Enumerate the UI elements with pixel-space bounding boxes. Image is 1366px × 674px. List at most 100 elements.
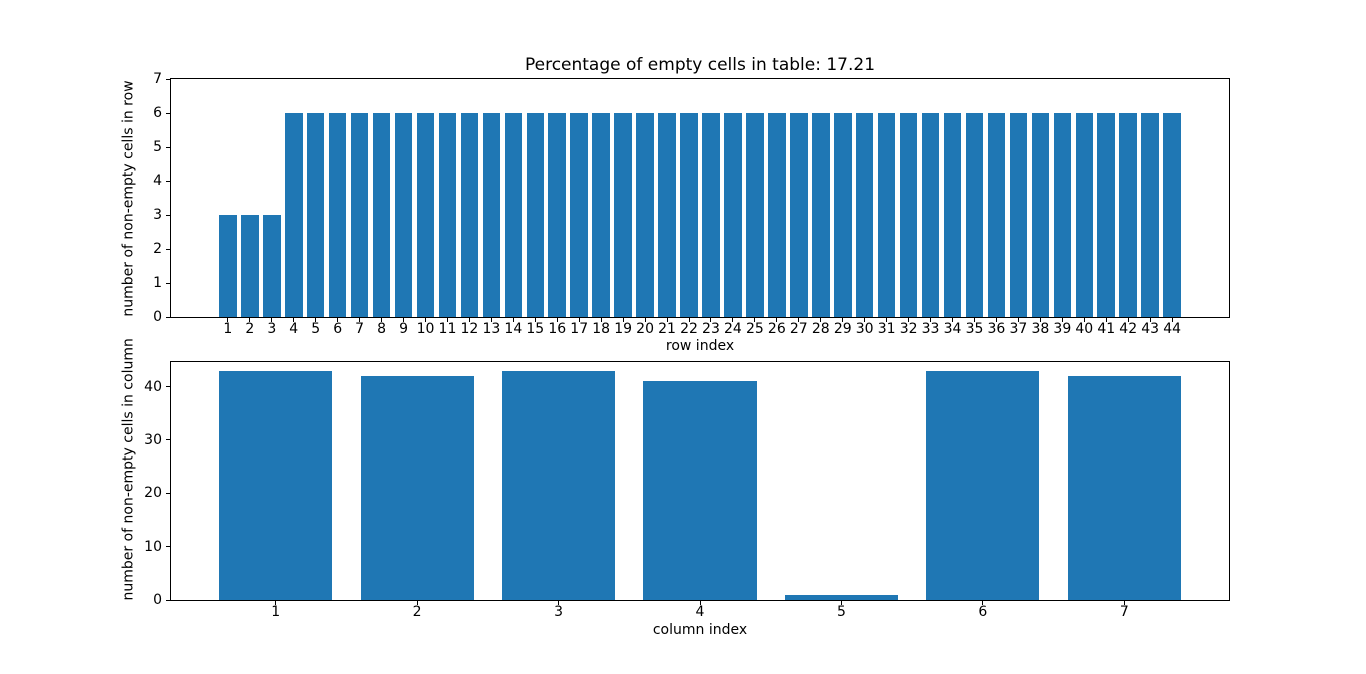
x-tick-label: 15 <box>526 321 545 337</box>
bar-30 <box>855 113 874 317</box>
bar-42 <box>1119 113 1137 317</box>
y-tick-label: 40 <box>144 378 162 395</box>
x-tick-label: 4 <box>289 321 299 337</box>
y-tick-label: 4 <box>153 173 162 189</box>
y-tick-mark <box>166 146 170 148</box>
x-tick-mark <box>293 318 295 322</box>
y-tick-mark <box>166 214 170 216</box>
y-tick-label: 2 <box>153 241 162 257</box>
x-tick-mark <box>666 318 668 322</box>
x-tick-mark <box>973 318 975 322</box>
x-tick-mark <box>754 318 756 322</box>
x-tick-mark <box>1061 318 1063 322</box>
y-tick-label: 7 <box>153 71 162 87</box>
x-tick-label: 29 <box>833 321 852 337</box>
y-tick-mark <box>166 180 170 182</box>
x-tick-label: 44 <box>1163 321 1182 337</box>
x-tick-mark <box>982 601 984 605</box>
bar-13 <box>482 113 501 317</box>
y-tick-label: 0 <box>153 592 162 608</box>
x-tick-label: 14 <box>504 321 523 337</box>
bar-37 <box>1009 113 1028 317</box>
x-tick-mark <box>995 318 997 322</box>
x-tick-mark <box>359 318 361 322</box>
x-tick-mark <box>622 318 624 322</box>
x-tick-label: 35 <box>965 321 984 337</box>
x-tick-label: 28 <box>811 321 830 337</box>
x-tick-mark <box>952 318 954 322</box>
x-tick-label: 20 <box>636 321 655 337</box>
bar-27 <box>790 113 808 317</box>
x-tick-mark <box>699 601 701 605</box>
bar-21 <box>658 113 676 317</box>
x-tick-label: 41 <box>1097 321 1116 337</box>
x-tick-mark <box>1149 318 1151 322</box>
column-chart-x-axis-label: column index <box>652 622 748 638</box>
bar-31 <box>877 113 896 317</box>
x-tick-mark <box>416 601 418 605</box>
bar-18 <box>592 113 610 317</box>
bar-17 <box>570 113 588 317</box>
x-tick-label: 2 <box>245 321 255 337</box>
bar-3 <box>263 215 281 317</box>
bar-25 <box>746 113 764 317</box>
x-tick-mark <box>468 318 470 322</box>
bar-41 <box>1097 113 1116 317</box>
x-tick-label: 21 <box>658 321 676 337</box>
x-tick-label: 37 <box>1009 321 1028 337</box>
bar-6 <box>926 370 1040 600</box>
x-tick-label: 38 <box>1031 321 1050 337</box>
y-tick-label: 30 <box>144 431 162 448</box>
bar-22 <box>680 113 698 317</box>
bar-7 <box>1067 375 1181 600</box>
x-tick-label: 34 <box>943 321 962 337</box>
x-tick-label: 19 <box>614 321 633 337</box>
x-tick-label: 16 <box>548 321 567 337</box>
x-tick-mark <box>776 318 778 322</box>
y-tick-label: 1 <box>153 275 162 291</box>
x-tick-mark <box>1017 318 1019 322</box>
x-tick-mark <box>337 318 339 322</box>
x-tick-mark <box>1039 318 1041 322</box>
bar-2 <box>241 215 259 317</box>
y-tick-label: 5 <box>153 139 162 155</box>
x-tick-label: 13 <box>482 321 501 337</box>
x-tick-label: 25 <box>745 321 764 337</box>
x-tick-label: 5 <box>836 604 846 620</box>
x-tick-label: 24 <box>724 321 742 337</box>
x-tick-mark <box>556 318 558 322</box>
bar-4 <box>643 381 757 600</box>
bar-10 <box>416 113 435 317</box>
y-tick-mark <box>166 546 170 548</box>
x-tick-label: 23 <box>702 321 720 337</box>
bar-35 <box>965 113 984 317</box>
x-tick-label: 3 <box>554 604 564 620</box>
row-chart-plot-area <box>170 78 1230 318</box>
x-tick-label: 11 <box>438 321 457 337</box>
x-tick-mark <box>820 318 822 322</box>
x-tick-label: 26 <box>767 321 786 337</box>
x-tick-mark <box>315 318 317 322</box>
x-tick-mark <box>864 318 866 322</box>
x-tick-label: 6 <box>333 321 343 337</box>
bar-40 <box>1075 113 1094 317</box>
bar-19 <box>614 113 632 317</box>
y-tick-label: 6 <box>153 105 162 121</box>
x-tick-mark <box>490 318 492 322</box>
x-tick-label: 7 <box>355 321 365 337</box>
x-tick-label: 1 <box>223 321 233 337</box>
x-tick-mark <box>403 318 405 322</box>
x-tick-mark <box>1123 601 1125 605</box>
bar-3 <box>501 370 616 600</box>
bar-4 <box>284 113 303 317</box>
bar-11 <box>438 113 457 317</box>
x-tick-mark <box>271 318 273 322</box>
x-tick-label: 9 <box>399 321 409 337</box>
x-tick-mark <box>908 318 910 322</box>
x-tick-mark <box>227 318 229 322</box>
column-chart-y-axis-label: number of non-empty cells in column <box>120 338 137 601</box>
x-tick-mark <box>446 318 448 322</box>
bar-44 <box>1163 113 1181 317</box>
x-tick-mark <box>688 318 690 322</box>
